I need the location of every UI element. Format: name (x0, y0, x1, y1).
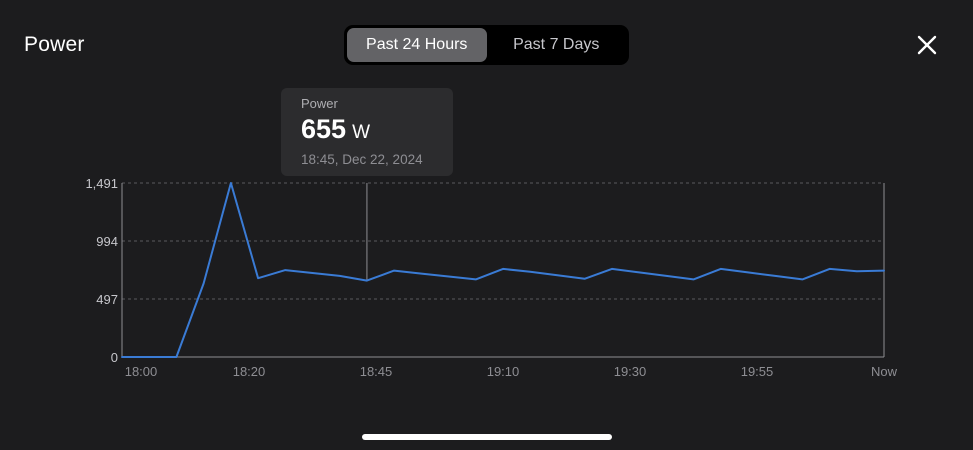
y-tick-label: 1,491 (85, 176, 118, 191)
tooltip-value: 655 (301, 114, 347, 144)
chart-tooltip: Power 655 W 18:45, Dec 22, 2024 (281, 88, 453, 176)
x-tick-label: 18:45 (360, 364, 393, 379)
x-tick-label: 18:20 (233, 364, 266, 379)
tooltip-value-row: 655 W (301, 114, 433, 148)
page-title: Power (24, 33, 85, 56)
power-series-line (121, 182, 885, 358)
tab-past-7-days[interactable]: Past 7 Days (513, 36, 600, 53)
y-tick-label: 0 (111, 350, 118, 365)
x-tick-label: Now (871, 364, 898, 379)
close-button[interactable] (912, 30, 942, 60)
tab-past-24-hours[interactable]: Past 24 Hours (347, 28, 487, 62)
x-tick-label: 19:30 (614, 364, 647, 379)
close-icon (917, 35, 937, 55)
x-tick-label: 19:55 (741, 364, 774, 379)
tooltip-unit: W (352, 122, 370, 143)
tooltip-label: Power (301, 96, 338, 111)
tooltip-timestamp: 18:45, Dec 22, 2024 (301, 152, 423, 167)
x-tick-label: 19:10 (487, 364, 520, 379)
time-range-segmented-control: Past 24 Hours Past 7 Days (344, 25, 629, 65)
home-indicator (362, 434, 612, 440)
x-tick-label: 18:00 (125, 364, 158, 379)
y-tick-label: 497 (96, 292, 118, 307)
y-tick-label: 994 (96, 234, 118, 249)
